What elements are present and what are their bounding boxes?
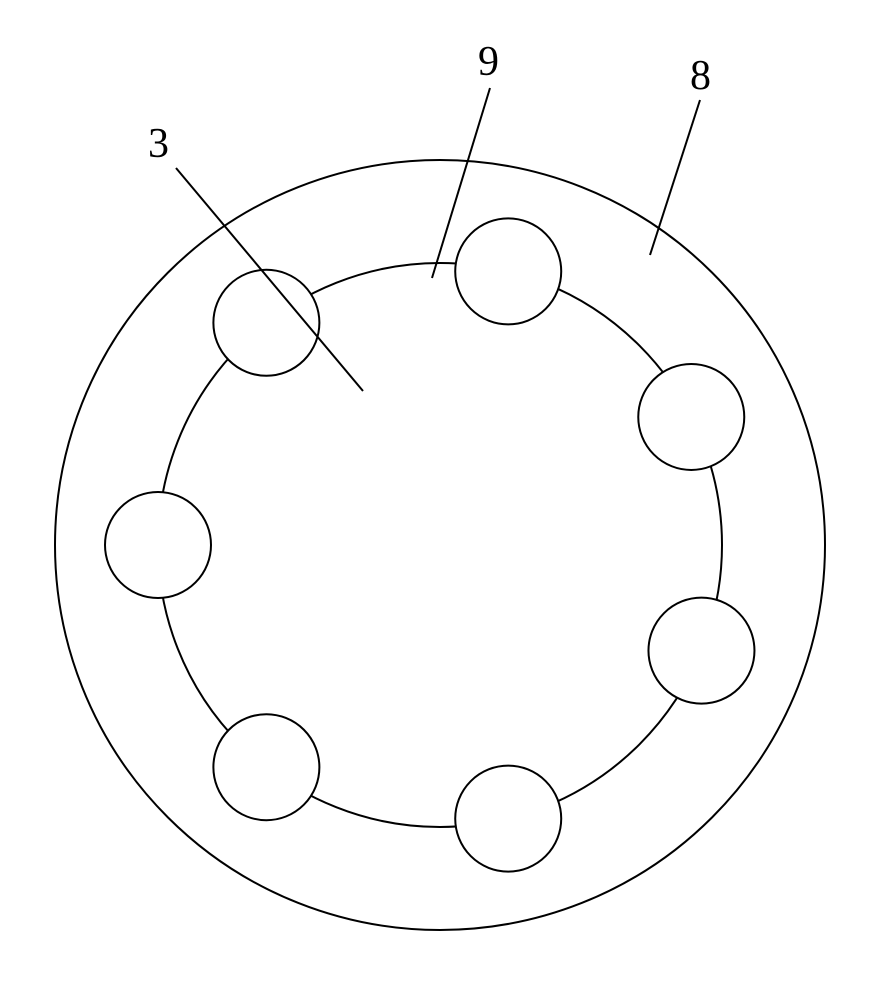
ball-1 [638, 364, 744, 470]
ball-6 [213, 270, 319, 376]
bearing-diagram [0, 0, 879, 1000]
label-9: 9 [478, 38, 499, 86]
label-8: 8 [690, 52, 711, 100]
ball-2 [648, 598, 754, 704]
ball-4 [213, 714, 319, 820]
ball-0 [455, 218, 561, 324]
ball-5 [105, 492, 211, 598]
leader-8 [650, 100, 700, 255]
ball-3 [455, 766, 561, 872]
label-3: 3 [148, 120, 169, 168]
